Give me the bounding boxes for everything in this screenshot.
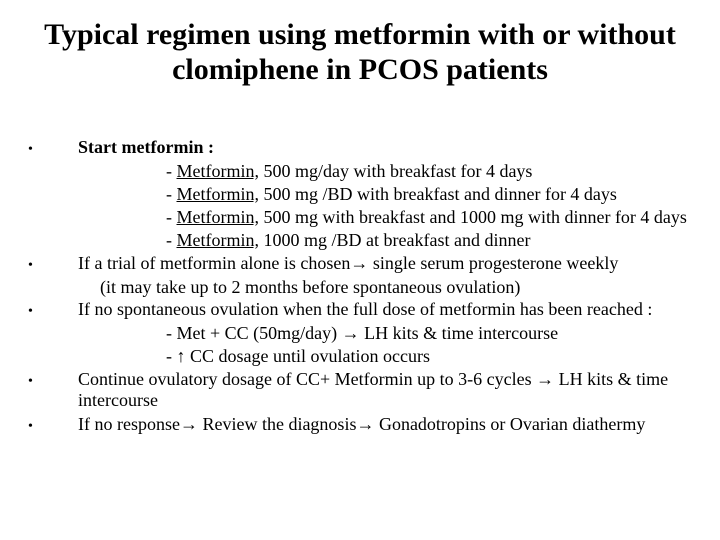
bullet-4-text: Continue ovulatory dosage of CC+ Metform…: [78, 369, 692, 413]
bullet-3-sub-2: - ↑ CC dosage until ovulation occurs: [28, 346, 692, 368]
bullet-marker: •: [28, 253, 78, 275]
bullet-3-sub-1: - Met + CC (50mg/day) → LH kits & time i…: [28, 323, 692, 345]
bullet-1: • Start metformin :: [28, 137, 692, 159]
bullet-4: • Continue ovulatory dosage of CC+ Metfo…: [28, 369, 692, 413]
bullet-5-text: If no response→ Review the diagnosis→ Go…: [78, 414, 692, 436]
slide-title: Typical regimen using metformin with or …: [28, 18, 692, 87]
bullet-2: • If a trial of metformin alone is chose…: [28, 253, 692, 275]
bullet-1-sub-2: - Metformin, 500 mg /BD with breakfast a…: [28, 184, 692, 206]
bullet-3-text: If no spontaneous ovulation when the ful…: [78, 299, 692, 321]
bullet-marker: •: [28, 414, 78, 436]
slide-body: • Start metformin : - Metformin, 500 mg/…: [28, 137, 692, 436]
bullet-1-text: Start metformin :: [78, 137, 692, 159]
bullet-2-text: If a trial of metformin alone is chosen→…: [78, 253, 692, 275]
bullet-1-sub-3: - Metformin, 500 mg with breakfast and 1…: [28, 207, 692, 229]
bullet-marker: •: [28, 369, 78, 413]
bullet-3: • If no spontaneous ovulation when the f…: [28, 299, 692, 321]
bullet-1-sub-4: - Metformin, 1000 mg /BD at breakfast an…: [28, 230, 692, 252]
bullet-1-sub-1: - Metformin, 500 mg/day with breakfast f…: [28, 161, 692, 183]
bullet-marker: •: [28, 299, 78, 321]
bullet-marker: •: [28, 137, 78, 159]
bullet-5: • If no response→ Review the diagnosis→ …: [28, 414, 692, 436]
bullet-2-line2: (it may take up to 2 months before spont…: [28, 277, 692, 299]
